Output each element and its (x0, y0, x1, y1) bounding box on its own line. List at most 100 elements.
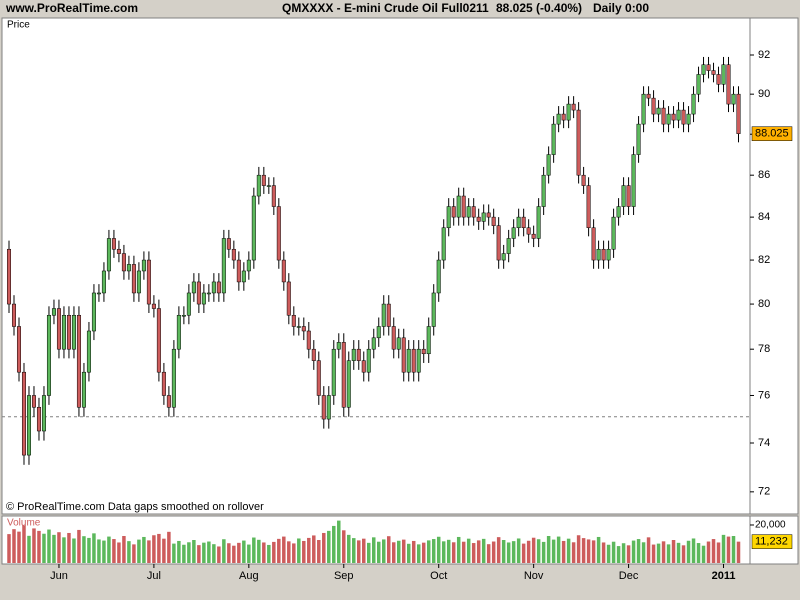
volume-bar (406, 543, 411, 563)
candle-body (656, 107, 661, 115)
volume-bar (287, 541, 291, 563)
last-price: 88.025 (755, 128, 789, 140)
volume-bar (367, 542, 371, 563)
volume-bar (681, 545, 686, 563)
volume-bar (401, 539, 406, 563)
candle-body (716, 74, 721, 85)
candle-body (491, 216, 496, 226)
candle-body (536, 206, 541, 239)
candle-body (231, 248, 236, 261)
volume-bar (207, 541, 211, 563)
volume-bar (262, 542, 266, 563)
volume-bar (556, 536, 561, 563)
volume-bar (372, 537, 376, 563)
candle-body (361, 360, 366, 373)
candle-body (541, 174, 546, 207)
candle-body (86, 330, 91, 373)
volume-bar (197, 545, 201, 563)
volume-bar (247, 544, 251, 563)
candle-body (731, 93, 736, 105)
candle-body (521, 216, 526, 229)
candle-body (686, 113, 691, 125)
volume-bar (656, 543, 661, 563)
volume-bar (456, 536, 461, 563)
volume-bar (177, 540, 181, 563)
volume-bar (362, 538, 366, 563)
candle-body (346, 360, 351, 408)
candle-body (556, 113, 561, 125)
volume-label: Volume (7, 518, 41, 529)
volume-bar (17, 531, 21, 563)
candle-body (706, 64, 711, 71)
volume-bar (347, 534, 351, 563)
candle-body (176, 314, 181, 350)
volume-bar (496, 537, 501, 563)
candle-body (376, 326, 381, 339)
volume-bar (237, 542, 241, 563)
candle-body (221, 238, 226, 294)
volume-bar (307, 537, 311, 563)
candle-body (46, 314, 51, 396)
volume-bar (516, 538, 521, 563)
volume-bar (621, 543, 626, 563)
volume-bar (222, 539, 226, 563)
candle-body (456, 195, 461, 218)
volume-bar (466, 538, 471, 563)
volume-bar (386, 536, 391, 563)
candle-body (291, 314, 296, 327)
instrument: QMXXXX - E-mini Crude Oil Full0211 (282, 1, 489, 15)
candle-body (406, 348, 411, 373)
volume-bar (591, 540, 596, 563)
candle-body (381, 303, 386, 327)
volume-bar (481, 538, 486, 563)
y-tick-label: 72 (758, 486, 770, 498)
volume-bar (391, 542, 396, 563)
volume-bar (117, 542, 121, 563)
volume-bar (736, 541, 741, 563)
candle-body (336, 342, 341, 350)
candle-body (671, 113, 676, 121)
volume-bar (107, 536, 111, 563)
volume-bar (671, 540, 676, 563)
volume-bar (461, 541, 466, 563)
candle-body (91, 292, 96, 332)
candle-body (116, 248, 121, 254)
volume-bar (661, 541, 666, 563)
candle-body (421, 348, 426, 355)
candle-body (61, 314, 66, 350)
volume-bar (72, 538, 76, 563)
candle-body (166, 395, 171, 408)
candle-body (101, 270, 106, 294)
volume-bar (626, 545, 631, 563)
candle-body (21, 371, 26, 456)
candle-body (386, 303, 391, 327)
volume-bar (601, 542, 606, 563)
volume-bar (92, 533, 96, 563)
candle-body (251, 195, 256, 261)
candle-body (31, 395, 36, 408)
volume-bar (27, 535, 31, 563)
candle-body (666, 113, 671, 125)
volume-bar (342, 530, 346, 563)
candle-body (11, 303, 16, 327)
volume-bar (302, 540, 306, 563)
volume-bar (182, 544, 186, 563)
candle-body (186, 292, 191, 316)
candle-body (256, 174, 261, 197)
volume-bar (267, 544, 271, 563)
volume-bar (42, 533, 46, 563)
volume-bar (147, 540, 151, 563)
volume-bar (701, 545, 706, 563)
volume-bar (566, 538, 571, 563)
volume-bar (137, 539, 141, 563)
candle-body (51, 308, 56, 316)
candle-body (171, 348, 176, 408)
candle-body (641, 93, 646, 125)
candle-body (26, 395, 31, 456)
candle-body (266, 185, 271, 187)
y-tick-label: 92 (758, 49, 770, 61)
volume-bar (526, 540, 531, 563)
volume-bar (257, 539, 261, 563)
volume-bar (571, 542, 576, 563)
candle-body (111, 238, 116, 250)
